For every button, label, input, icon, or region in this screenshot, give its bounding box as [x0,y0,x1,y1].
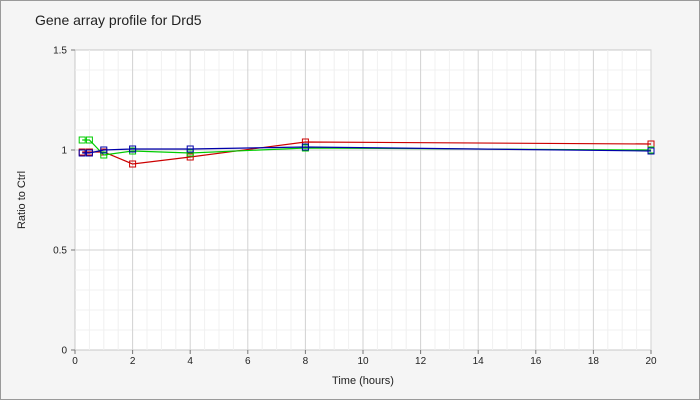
x-tick-label: 16 [530,356,542,367]
x-axis-label: Time (hours) [332,375,394,387]
y-tick-label: 1 [61,146,67,157]
series-line [82,139,652,156]
y-tick-label: 0 [61,346,67,357]
data-point [129,160,137,168]
x-axis-ticks: 0 2 4 6 8 10 12 14 16 18 20 [72,350,657,367]
x-tick-label: 2 [130,356,136,367]
data-point [100,146,108,154]
data-point [301,143,309,151]
x-tick-label: 0 [72,356,78,367]
series-line [82,146,652,154]
y-tick-label: 1.5 [53,46,67,57]
y-axis-label: Ratio to Ctrl [16,171,28,229]
series-3 [78,143,655,157]
x-tick-label: 14 [473,356,485,367]
x-tick-label: 18 [588,356,600,367]
data-point [129,145,137,153]
y-axis-ticks: 0 0.5 1 1.5 [53,46,75,357]
x-tick-label: 8 [303,356,309,367]
data-point [78,149,86,157]
data-point [186,153,194,161]
data-point [100,151,108,159]
series-layer [78,136,655,168]
series-line [82,141,652,165]
x-tick-label: 12 [415,356,427,367]
data-point [78,136,86,144]
x-tick-label: 6 [245,356,251,367]
y-tick-label: 0.5 [53,246,67,257]
x-tick-label: 20 [645,356,657,367]
chart-title: Gene array profile for Drd5 [35,12,202,28]
data-point [186,149,194,157]
data-point [85,149,93,157]
x-tick-label: 10 [357,356,369,367]
data-point [186,145,194,153]
data-point [647,147,655,155]
data-point [85,136,93,144]
x-tick-label: 4 [187,356,193,367]
